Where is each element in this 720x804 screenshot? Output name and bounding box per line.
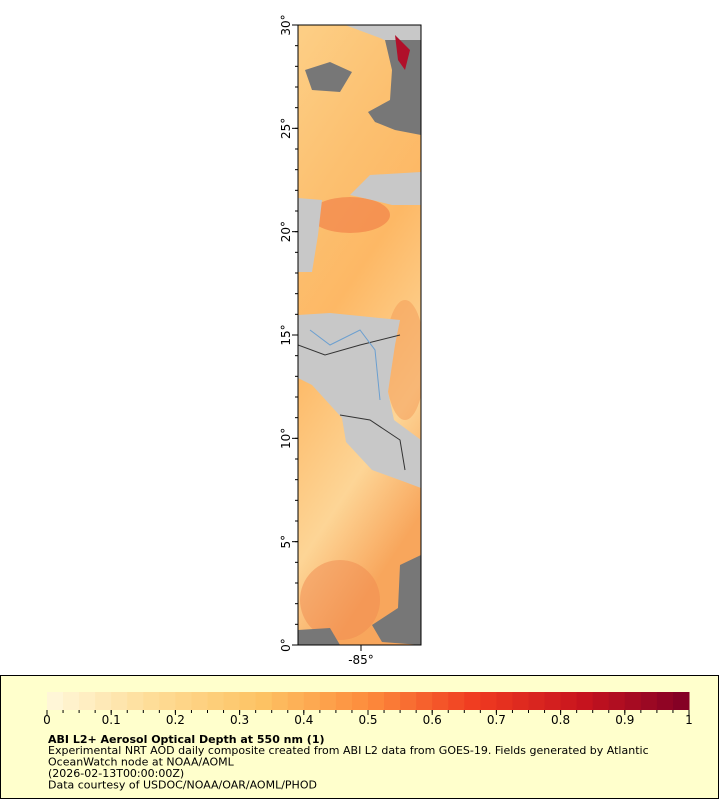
colorbar-step (672, 692, 690, 710)
colorbar-step (191, 692, 208, 710)
colorbar-label: 0.5 (358, 713, 377, 727)
colorbar-step (95, 692, 112, 710)
caption-line: Experimental NRT AOD daily composite cre… (48, 744, 649, 757)
colorbar-label: 0.3 (230, 713, 249, 727)
caption-line: (2026-02-13T00:00:00Z) (48, 767, 184, 780)
caption-title: ABI L2+ Aerosol Optical Depth at 550 nm … (48, 733, 325, 746)
lat-label: 0° (279, 638, 293, 652)
lon-label: -85° (348, 653, 374, 667)
colorbar-step (608, 692, 626, 710)
colorbar-step (640, 692, 658, 710)
colorbar-step (592, 692, 610, 710)
colorbar-step (47, 692, 64, 710)
colorbar-label: 0.1 (102, 713, 121, 727)
colorbar-step (480, 692, 497, 710)
colorbar-step (143, 692, 160, 710)
colorbar-step (368, 692, 385, 710)
colorbar-step (544, 692, 562, 710)
lat-label: 15° (279, 324, 293, 345)
colorbar-step (63, 692, 80, 710)
colorbar-label: 0.4 (294, 713, 313, 727)
colorbar-step (560, 692, 578, 710)
colorbar-step (287, 692, 305, 710)
colorbar-step (351, 692, 369, 710)
colorbar-step (624, 692, 642, 710)
colorbar-label: 1 (685, 713, 693, 727)
lat-label: 25° (279, 118, 293, 139)
colorbar-step (496, 692, 513, 710)
colorbar-step (400, 692, 417, 710)
colorbar-step (464, 692, 481, 710)
lat-label: 10° (279, 428, 293, 449)
colorbar-label: 0.2 (166, 713, 185, 727)
colorbar-step (175, 692, 192, 710)
colorbar-step (528, 692, 546, 710)
caption-line: Data courtesy of USDOC/NOAA/OAR/AOML/PHO… (48, 779, 317, 792)
colorbar-step (448, 692, 465, 710)
colorbar-step (223, 692, 241, 710)
colorbar-label: 0.9 (615, 713, 634, 727)
colorbar-step (303, 692, 321, 710)
colorbar-step (239, 692, 257, 710)
colorbar-step (576, 692, 594, 710)
colorbar-step (79, 692, 96, 710)
colorbar-step (127, 692, 144, 710)
colorbar-step (512, 692, 529, 710)
colorbar-step (255, 692, 273, 710)
caption-line: OceanWatch node at NOAA/AOML (48, 756, 235, 769)
colorbar-label: 0.8 (551, 713, 570, 727)
lat-label: 20° (279, 221, 293, 242)
colorbar-step (335, 692, 353, 710)
colorbar-step (207, 692, 225, 710)
colorbar-step (271, 692, 289, 710)
colorbar-step (416, 692, 433, 710)
colorbar-label: 0.6 (423, 713, 442, 727)
colorbar-step (111, 692, 128, 710)
colorbar-step (656, 692, 674, 710)
colorbar-label: 0.7 (487, 713, 506, 727)
colorbar-step (319, 692, 337, 710)
lat-label: 30° (279, 14, 293, 35)
map-image (298, 25, 421, 645)
colorbar-step (159, 692, 176, 710)
colorbar-step (384, 692, 401, 710)
colorbar-label: 0 (43, 713, 51, 727)
lat-label: 5° (279, 535, 293, 549)
colorbar-step (432, 692, 449, 710)
